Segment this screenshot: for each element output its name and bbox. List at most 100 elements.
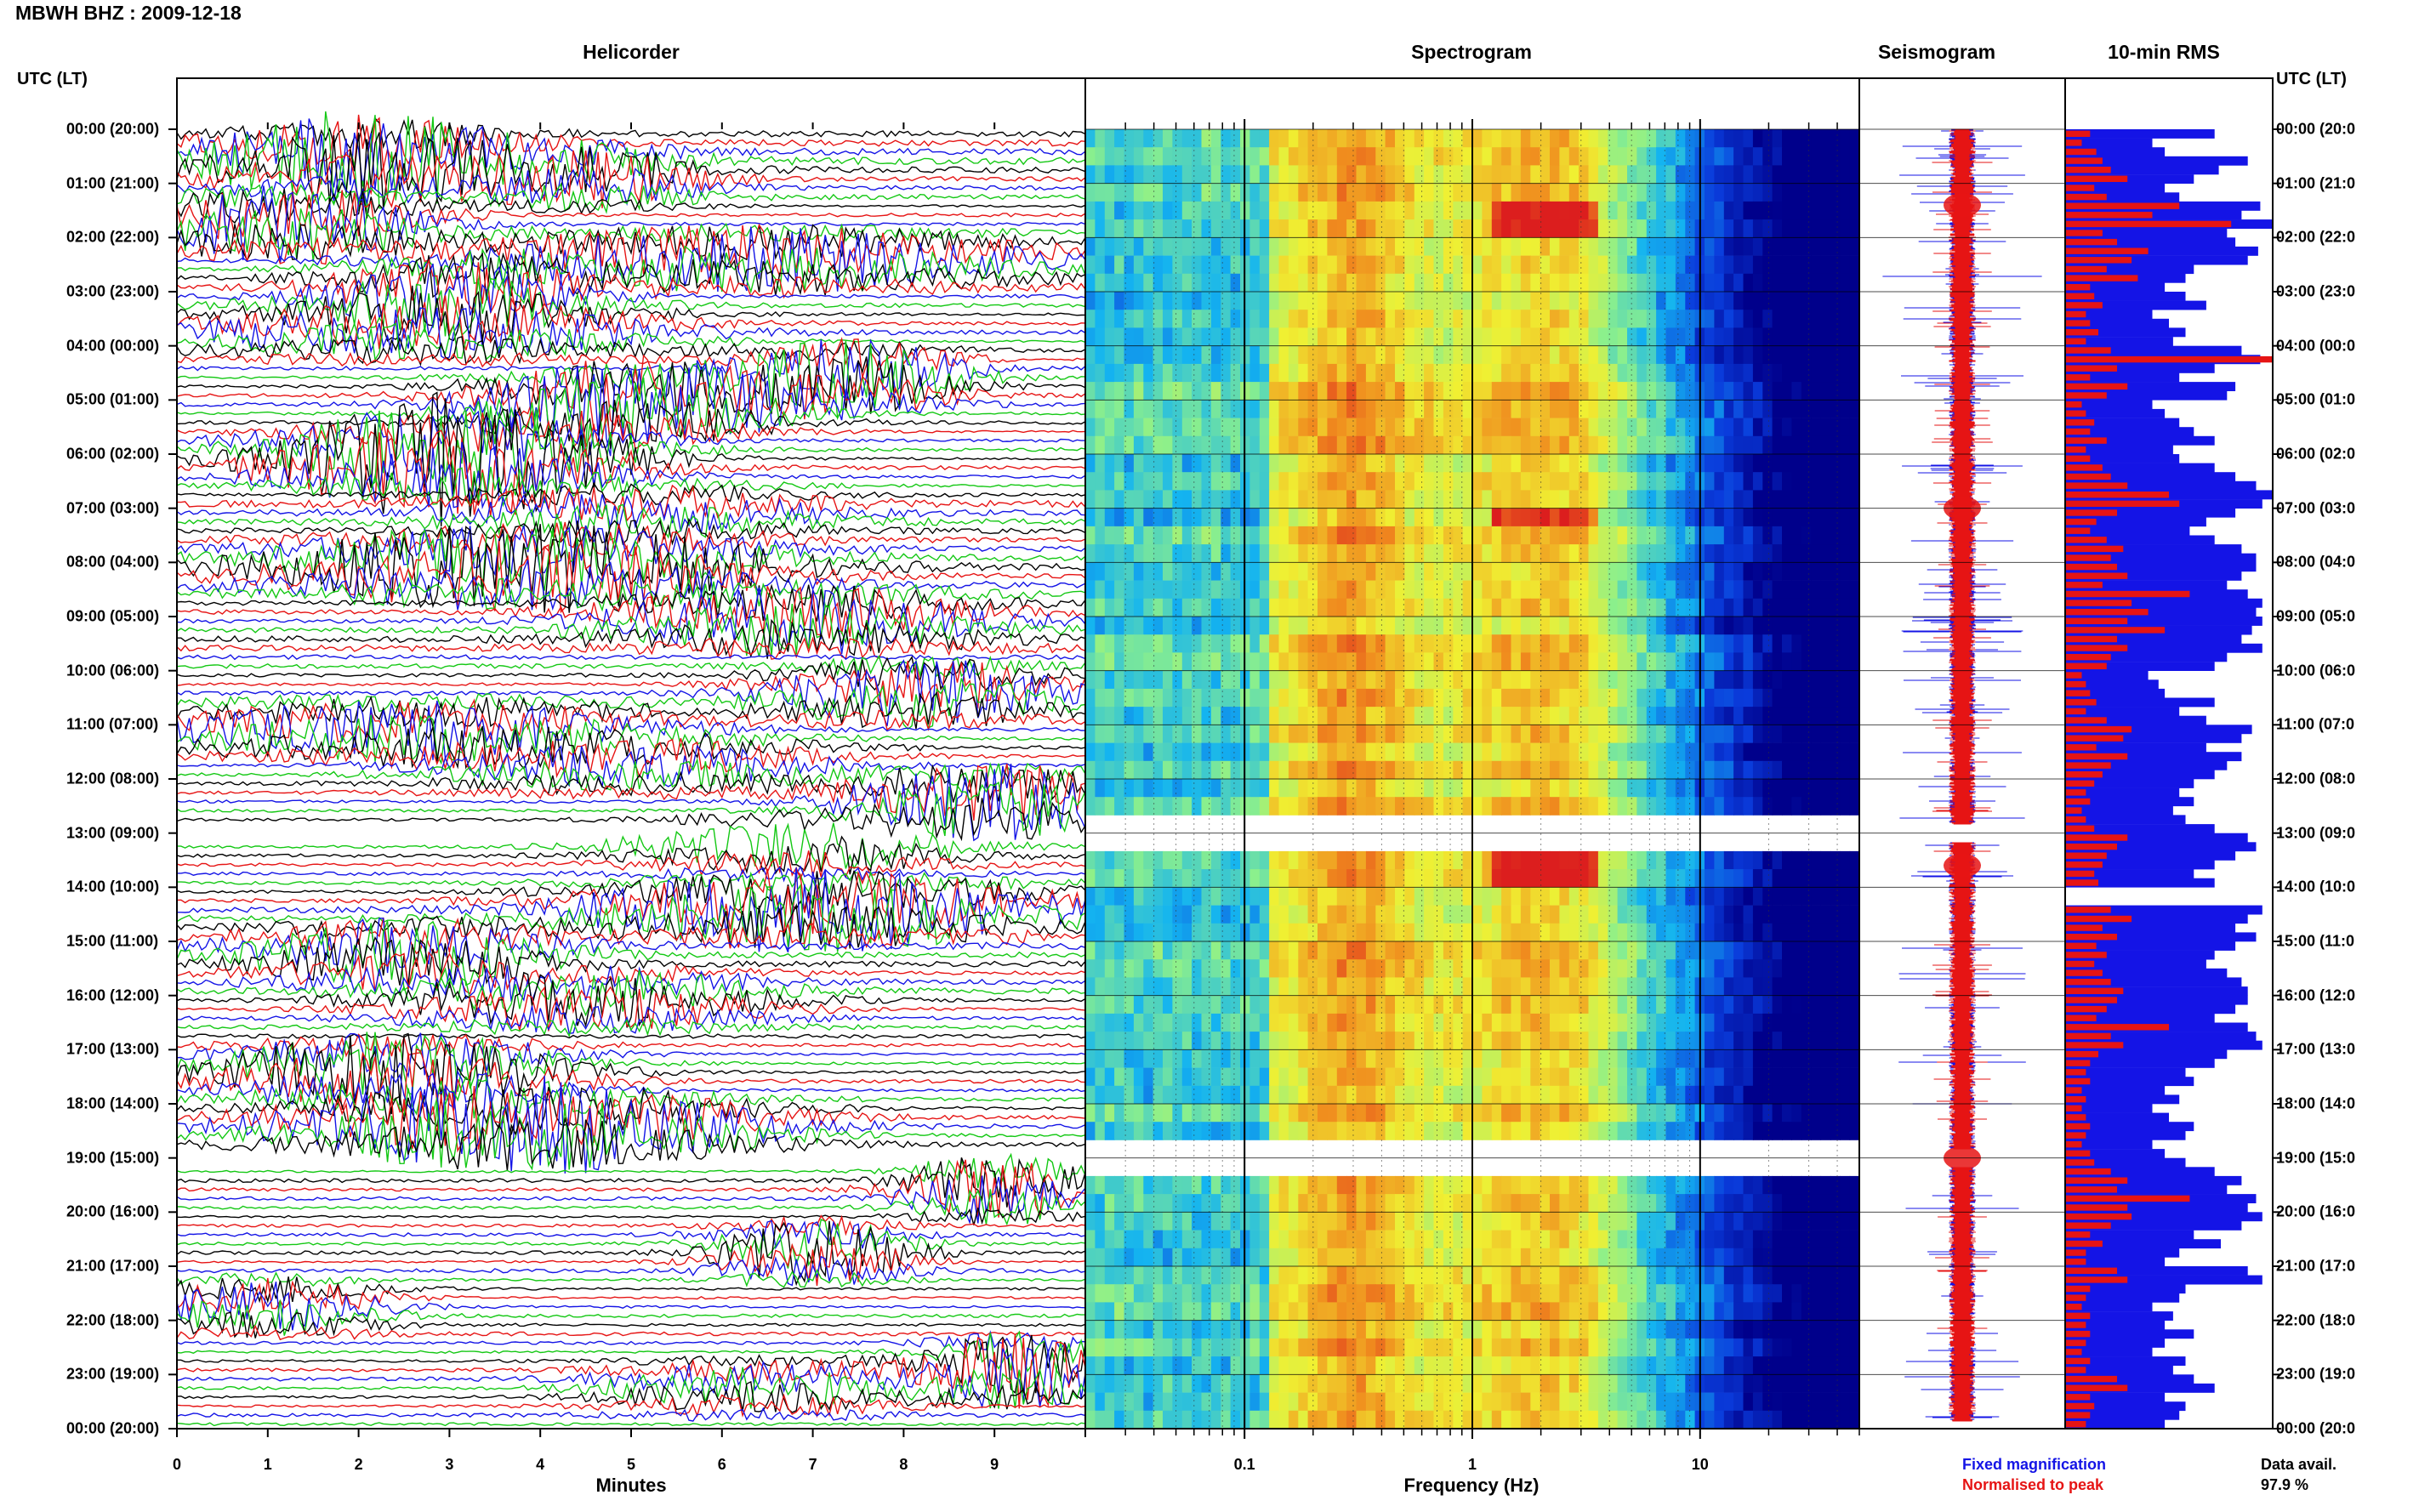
spectrogram-cell xyxy=(1559,760,1570,780)
spectrogram-cell xyxy=(1511,779,1522,798)
spectrogram-cell xyxy=(1230,1230,1241,1249)
spectrogram-cell xyxy=(1588,887,1599,906)
spectrogram-cell xyxy=(1424,400,1435,418)
spectrogram-cell xyxy=(1791,327,1802,346)
spectrogram-cell xyxy=(1559,219,1570,238)
spectrogram-cell xyxy=(1646,472,1657,491)
spectrogram-cell xyxy=(1124,1175,1135,1195)
spectrogram-cell xyxy=(1723,165,1734,184)
spectrogram-cell xyxy=(1511,797,1522,816)
spectrogram-cell xyxy=(1462,905,1473,924)
spectrogram-cell xyxy=(1550,508,1560,527)
spectrogram-cell xyxy=(1259,508,1270,527)
spectrogram-cell xyxy=(1559,1085,1570,1105)
spectrogram-cell xyxy=(1192,129,1203,148)
spectrogram-cell xyxy=(1743,1194,1754,1213)
spectrogram-cell xyxy=(1705,472,1715,491)
spectrogram-cell xyxy=(1462,1067,1473,1087)
spectrogram-cell xyxy=(1385,490,1396,509)
spectrogram-cell xyxy=(1491,147,1502,166)
spectrogram-cell xyxy=(1636,418,1648,437)
spectrogram-cell xyxy=(1278,634,1289,653)
spectrogram-cell xyxy=(1540,580,1551,600)
spectrogram-cell xyxy=(1230,995,1241,1015)
spectrogram-cell xyxy=(1840,617,1851,635)
spectrogram-cell xyxy=(1278,1085,1289,1105)
spectrogram-cell xyxy=(1588,526,1599,545)
spectrogram-cell xyxy=(1501,1032,1512,1050)
spectrogram-cell xyxy=(1395,1049,1405,1068)
spectrogram-cell xyxy=(1685,707,1696,725)
spectrogram-cell xyxy=(1791,1248,1802,1267)
spectrogram-cell xyxy=(1801,201,1812,220)
spectrogram-cell xyxy=(1743,617,1754,635)
spectrogram-cell xyxy=(1230,1067,1241,1087)
spectrogram-cell xyxy=(1791,905,1802,924)
spectrogram-cell xyxy=(1133,129,1144,148)
spectrogram-cell xyxy=(1365,255,1376,275)
helicorder-title: Helicorder xyxy=(583,41,680,63)
spectrogram-cell xyxy=(1124,292,1135,310)
spectrogram-cell xyxy=(1733,544,1745,563)
helicorder-trace xyxy=(176,577,1086,612)
spectrogram-cell xyxy=(1608,526,1619,545)
spectrogram-cell xyxy=(1085,544,1096,563)
spectrogram-cell xyxy=(1714,688,1725,708)
spectrogram-cell xyxy=(1095,345,1106,365)
spectrogram-cell xyxy=(1801,977,1812,996)
spectrogram-cell xyxy=(1733,869,1745,888)
spectrogram-cell xyxy=(1627,454,1637,473)
spectrogram-cell xyxy=(1588,598,1599,617)
spectrogram-cell xyxy=(1336,905,1347,924)
spectrogram-cell xyxy=(1385,562,1396,581)
spectrogram-cell xyxy=(1298,1013,1309,1032)
spectrogram-cell xyxy=(1559,562,1570,581)
spectrogram-cell xyxy=(1820,1212,1831,1231)
spectrogram-cell xyxy=(1462,634,1473,653)
spectrogram-cell xyxy=(1540,977,1551,996)
spectrogram-cell xyxy=(1540,129,1551,148)
spectrogram-cell xyxy=(1424,959,1435,978)
spectrogram-cell xyxy=(1617,598,1628,617)
spectrogram-cell xyxy=(1095,1013,1106,1032)
spectrogram-cell xyxy=(1482,1175,1493,1195)
spectrogram-cell xyxy=(1714,580,1725,600)
spectrogram-cell xyxy=(1327,490,1338,509)
spectrogram-cell xyxy=(1782,1049,1792,1068)
spectrogram-cell xyxy=(1085,327,1096,346)
spectrogram-cell xyxy=(1849,725,1860,743)
spectrogram-cell xyxy=(1743,941,1754,960)
spectrogram-cell xyxy=(1820,1049,1831,1068)
spectrogram-cell xyxy=(1762,147,1773,166)
spectrogram-cell xyxy=(1230,779,1241,798)
spectrogram-cell xyxy=(1579,201,1590,220)
spectrogram-cell xyxy=(1849,327,1860,346)
spectrogram-cell xyxy=(1163,725,1173,743)
hour-label-right: 15:00 (11:0 xyxy=(2276,932,2355,950)
spectrogram-cell xyxy=(1365,1013,1376,1032)
spectrogram-cell xyxy=(1540,508,1551,527)
spectrogram-cell xyxy=(1356,237,1367,256)
spectrogram-cell xyxy=(1259,292,1270,310)
spectrogram-cell xyxy=(1404,201,1415,220)
spectrogram-cell xyxy=(1249,887,1261,906)
spectrogram-cell xyxy=(1617,165,1628,184)
spectrogram-cell xyxy=(1318,292,1328,310)
spectrogram-cell xyxy=(1346,327,1357,346)
spectrogram-cell xyxy=(1675,345,1686,365)
spectrogram-cell xyxy=(1375,1194,1386,1213)
spectrogram-cell xyxy=(1278,292,1289,310)
spectrogram-cell xyxy=(1617,255,1628,275)
spectrogram-cell xyxy=(1520,273,1531,293)
spectrogram-cell xyxy=(1530,472,1541,491)
spectrogram-cell xyxy=(1791,544,1802,563)
spectrogram-cell xyxy=(1230,850,1241,870)
helicorder-trace xyxy=(176,1276,1086,1304)
spectrogram-cell xyxy=(1579,418,1590,437)
spectrogram-cell xyxy=(1443,490,1454,509)
spectrogram-cell xyxy=(1424,1032,1435,1050)
spectrogram-cell xyxy=(1433,959,1444,978)
spectrogram-cell xyxy=(1318,959,1328,978)
spectrogram-cell xyxy=(1811,887,1822,906)
spectrogram-cell xyxy=(1462,472,1473,491)
